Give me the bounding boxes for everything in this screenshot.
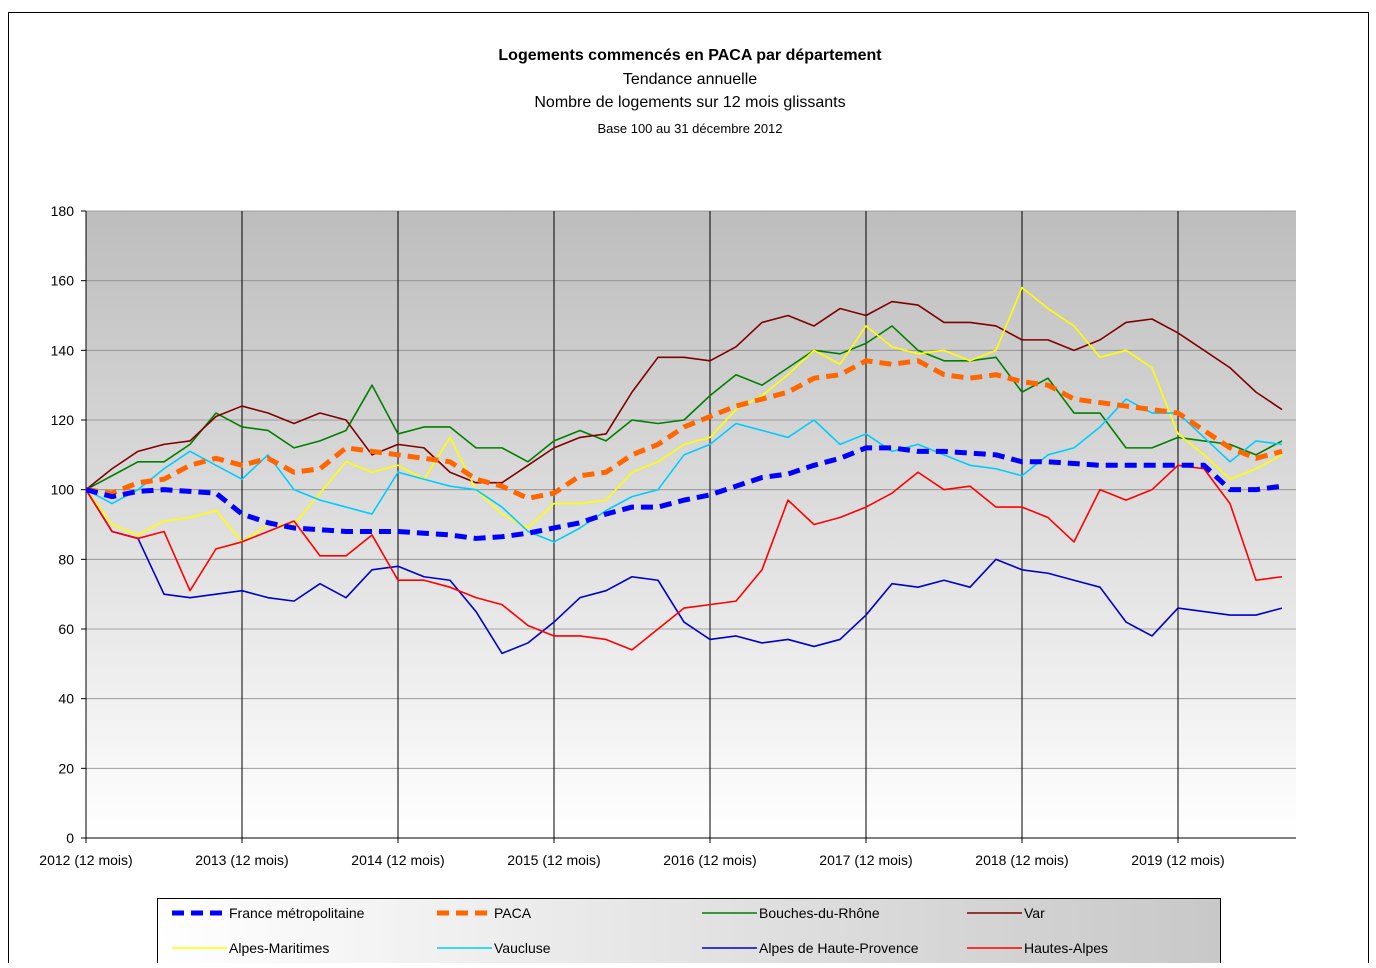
legend-label: Bouches-du-Rhône [759,905,880,921]
x-tick-label: 2015 (12 mois) [507,852,600,868]
y-tick-label: 0 [66,830,74,846]
x-tick-label: 2014 (12 mois) [351,852,444,868]
series-line [85,445,1283,541]
series-line [85,358,1283,501]
x-tick-label: 2013 (12 mois) [195,852,288,868]
chart-title: Logements commencés en PACA par départem… [498,47,882,64]
y-tick-label: 120 [51,412,75,428]
series-line [85,325,1283,491]
legend-label: Var [1024,905,1045,921]
y-tick-label: 140 [51,342,75,358]
y-tick-label: 180 [51,203,75,219]
x-tick-label: 2019 (12 mois) [1131,852,1224,868]
legend-label: Alpes de Haute-Provence [759,940,919,956]
series-line [85,300,1283,491]
x-tick-label: 2017 (12 mois) [819,852,912,868]
chart-note: Base 100 au 31 décembre 2012 [597,121,782,136]
y-tick-label: 160 [51,273,75,289]
series-line [85,398,1283,543]
x-tick-label: 2016 (12 mois) [663,852,756,868]
y-tick-label: 60 [58,621,74,637]
chart-subtitle: Tendance annuelle [623,71,757,88]
y-tick-label: 100 [51,482,75,498]
legend-label: PACA [494,905,532,921]
legend-label: Vaucluse [494,940,551,956]
y-tick-label: 40 [58,691,74,707]
x-tick-label: 2012 (12 mois) [39,852,132,868]
y-tick-label: 20 [58,760,74,776]
series-line [85,489,1283,655]
legend-label: Alpes-Maritimes [229,940,329,956]
y-tick-label: 80 [58,551,74,567]
legend-label: Hautes-Alpes [1024,940,1108,956]
chart-subtitle: Nombre de logements sur 12 mois glissant… [534,94,845,111]
x-tick-label: 2018 (12 mois) [975,852,1068,868]
legend-label: France métropolitaine [229,905,365,921]
